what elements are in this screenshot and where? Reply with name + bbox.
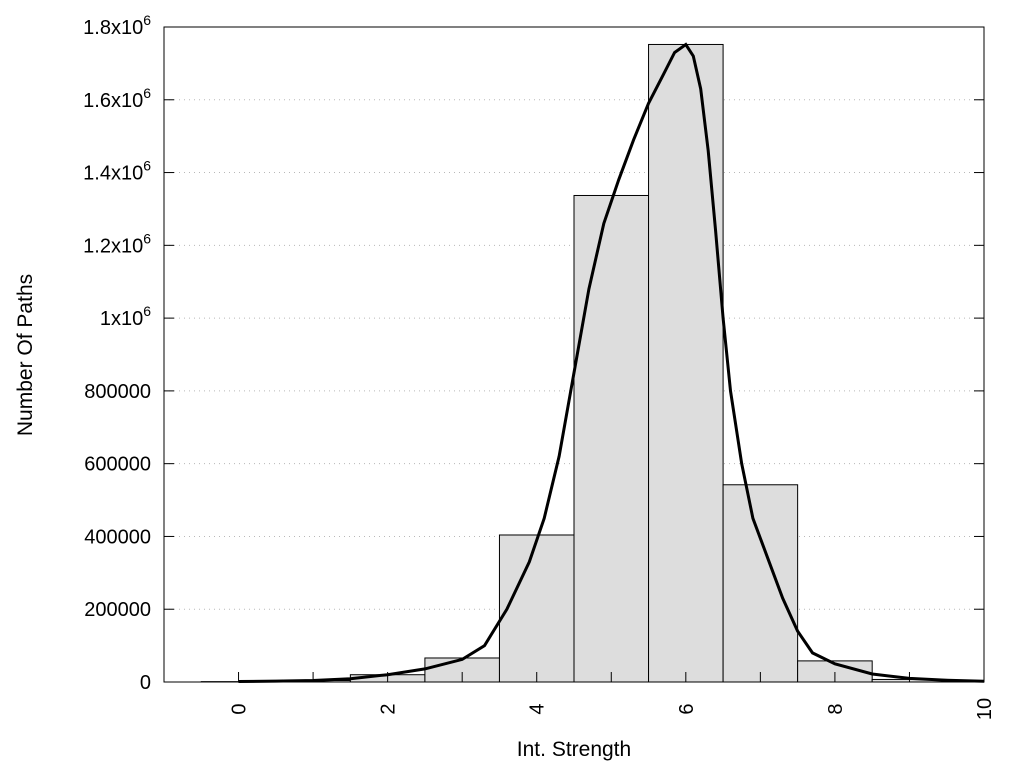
y-tick-label: 400000 xyxy=(84,526,151,548)
x-axis-label: Int. Strength xyxy=(517,738,631,761)
y-tick-label: 1x106 xyxy=(100,303,151,330)
fit-curve xyxy=(238,42,985,683)
x-tick-label: 2 xyxy=(378,703,400,714)
y-axis-label: Number Of Paths xyxy=(14,274,37,436)
histogram-bar xyxy=(648,43,724,683)
y-tick-label: 200000 xyxy=(84,599,151,621)
y-tick-label: 1.4x106 xyxy=(83,158,151,185)
histogram-bar xyxy=(573,194,650,683)
y-tick-label: 600000 xyxy=(84,454,151,476)
histogram-bar xyxy=(498,534,575,683)
plot-frame xyxy=(163,26,985,683)
y-tick-label: 1.8x106 xyxy=(83,12,151,39)
histogram-bar xyxy=(722,484,799,683)
histogram-bars xyxy=(200,43,948,683)
y-axis-ticks: 0 200000 400000 600000 800000 1x106 1.2x106 1.4… xyxy=(83,12,984,694)
y-tick-label: 800000 xyxy=(84,381,151,403)
x-tick-label: 8 xyxy=(825,703,847,714)
y-tick-label: 1.6x106 xyxy=(83,85,151,112)
y-tick-label: 0 xyxy=(140,672,151,694)
y-tick-label: 1.2x106 xyxy=(83,230,151,257)
x-tick-label: 4 xyxy=(527,703,549,714)
x-axis-ticks: 0 2 4 6 8 10 xyxy=(229,672,996,720)
x-tick-label: 10 xyxy=(974,698,996,720)
x-tick-label: 6 xyxy=(676,703,698,714)
x-tick-label: 0 xyxy=(229,703,251,714)
